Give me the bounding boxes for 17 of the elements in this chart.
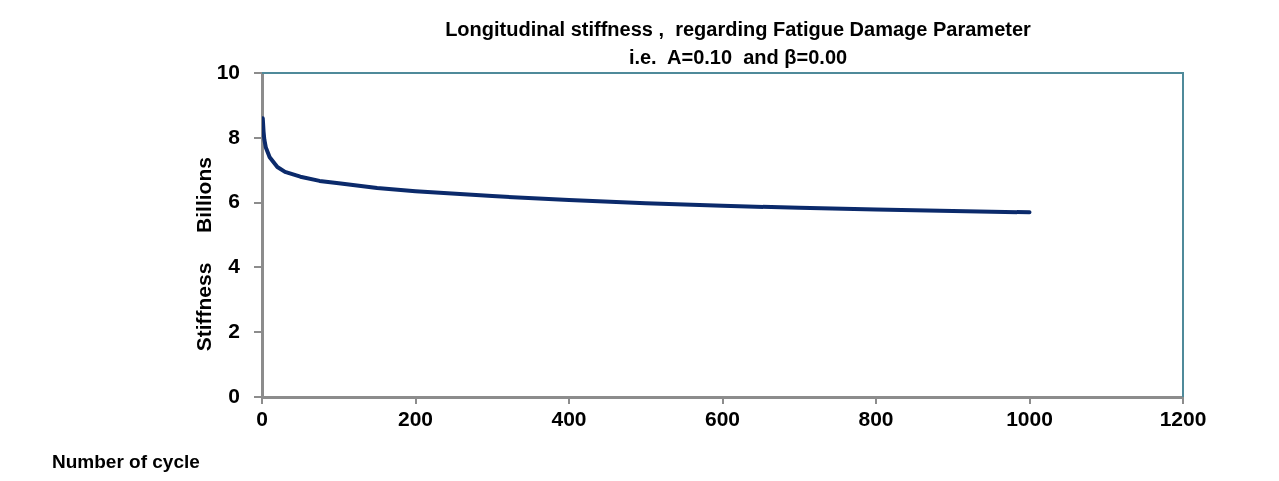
y-tick-label: 2 [228,319,240,342]
text: Billions [191,157,215,233]
x-axis-title: Number of cycle [52,451,200,473]
y-tick-label: 10 [216,59,240,83]
x-tick-label: 1200 [1159,407,1207,431]
y-tick-label: 0 [228,383,240,407]
y-tick-label: 4 [228,254,241,278]
y-tick-label: 6 [228,189,240,213]
x-tick-label: 800 [858,407,894,431]
y-tick-label: 8 [228,124,241,148]
x-tick-label: 600 [704,407,741,431]
y-axis-title: Stiffness [191,262,215,352]
x-tick-label: 400 [551,407,587,431]
chart-title: Longitudinal stiffness , regarding Fatigue Damage Parameter i.e. A=0.10 and β=0.00 [445,17,1032,68]
x-tick-label: 0 [256,407,268,431]
x-tick-label: 1000 [1006,407,1053,431]
x-tick-label: 200 [397,407,434,431]
